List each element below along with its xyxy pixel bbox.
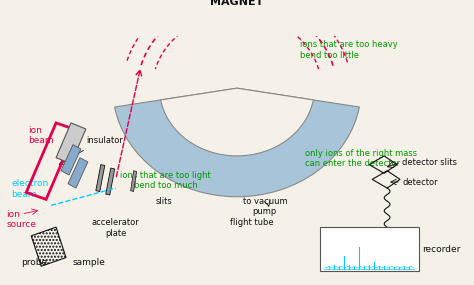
Text: sample: sample [73, 258, 106, 266]
Text: ion
beam: ion beam [28, 125, 54, 145]
Polygon shape [96, 165, 105, 192]
Text: to vacuum
pump: to vacuum pump [243, 197, 287, 216]
Text: ions that are too light
bend too much: ions that are too light bend too much [120, 171, 211, 190]
Wedge shape [115, 88, 359, 197]
Polygon shape [61, 144, 81, 175]
Text: only ions of the right mass
can enter the detector: only ions of the right mass can enter th… [305, 149, 417, 168]
Polygon shape [131, 171, 137, 192]
Text: ion
source: ion source [6, 210, 36, 229]
Polygon shape [56, 123, 86, 164]
Text: slits: slits [155, 197, 172, 206]
Text: flight tube: flight tube [230, 219, 273, 227]
Text: detector: detector [402, 178, 438, 187]
Text: recorder: recorder [422, 245, 460, 254]
Text: insulator: insulator [86, 136, 123, 145]
Text: ions that are too heavy
bend too little: ions that are too heavy bend too little [300, 40, 397, 60]
Bar [319, 227, 419, 270]
Text: accelerator
plate: accelerator plate [92, 219, 139, 238]
Polygon shape [68, 158, 88, 188]
Text: MAGNET: MAGNET [210, 0, 264, 7]
Text: detector slits: detector slits [402, 158, 457, 167]
Wedge shape [161, 88, 313, 156]
Text: probe: probe [21, 258, 47, 266]
Text: electron
beam: electron beam [11, 179, 48, 199]
Polygon shape [106, 168, 115, 195]
